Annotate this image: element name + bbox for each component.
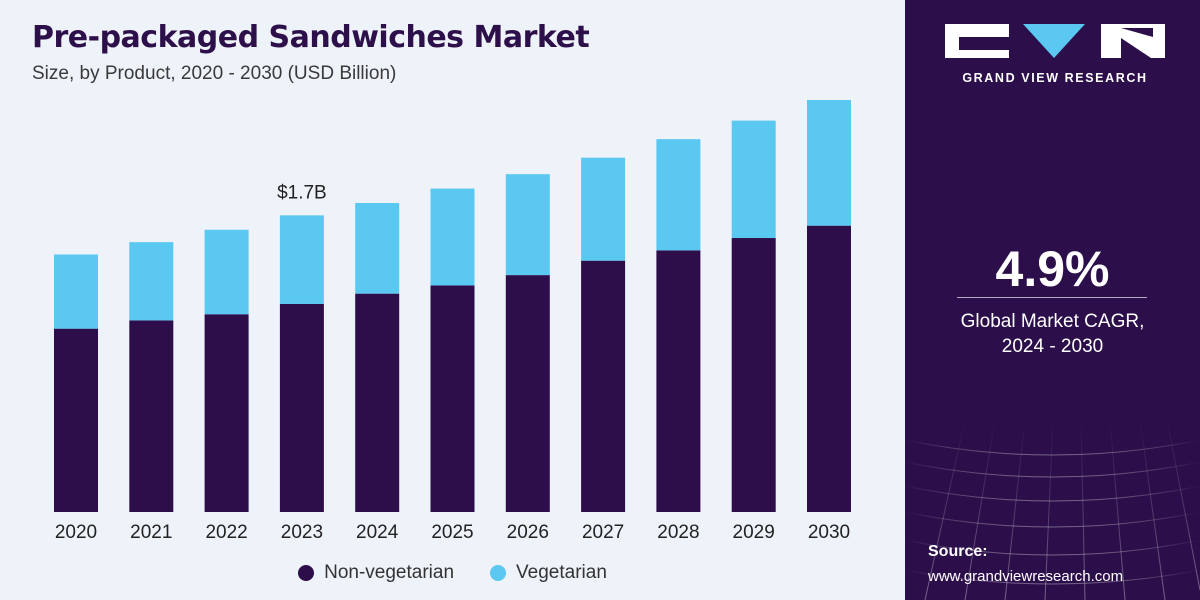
data-label-2023: $1.7B xyxy=(277,182,327,203)
x-tick-label-2024: 2024 xyxy=(356,522,399,543)
source-label: Source: xyxy=(928,543,988,560)
bar-vegetarian-2023 xyxy=(279,215,324,304)
legend-label-vegetarian: Vegetarian xyxy=(516,562,607,583)
grid-pattern-background xyxy=(905,419,1200,600)
bar-non-vegetarian-2026 xyxy=(505,275,550,512)
legend-label-non-vegetarian: Non-vegetarian xyxy=(324,562,455,583)
x-tick-label-2030: 2030 xyxy=(808,522,850,543)
bar-non-vegetarian-2021 xyxy=(129,320,174,512)
x-tick-label-2028: 2028 xyxy=(657,522,699,543)
legend-dot-icon xyxy=(298,565,315,581)
bar-non-vegetarian-2030 xyxy=(807,225,851,512)
legend-item-vegetarian: Vegetarian xyxy=(490,562,607,584)
bar-vegetarian-2024 xyxy=(355,203,400,294)
cagr-label-line-1: Global Market CAGR, xyxy=(960,311,1145,332)
bar-non-vegetarian-2029 xyxy=(731,238,776,512)
bar-chart: 2020 2021 2022 2023 $1.7B 2024 2025 2026 2027 202… xyxy=(54,100,851,543)
x-tick-label-2022: 2022 xyxy=(205,522,247,543)
legend-item-non-vegetarian: Non-vegetarian xyxy=(298,562,454,584)
bar-vegetarian-2029 xyxy=(731,120,776,239)
bar-non-vegetarian-2023 xyxy=(279,303,324,512)
cagr-label-line-2: 2024 - 2030 xyxy=(1001,336,1104,357)
bar-non-vegetarian-2020 xyxy=(54,328,98,512)
bar-vegetarian-2021 xyxy=(129,242,174,321)
chart-subtitle: Size, by Product, 2020 - 2030 (USD Billi… xyxy=(32,63,397,84)
cagr-value: 4.9% xyxy=(995,241,1110,297)
bar-non-vegetarian-2022 xyxy=(204,314,249,512)
chart-area: Pre-packaged Sandwiches Market Size, by … xyxy=(0,20,905,584)
x-tick-label-2027: 2027 xyxy=(582,522,624,543)
logo-text: GRAND VIEW RESEARCH xyxy=(962,71,1148,85)
bar-vegetarian-2020 xyxy=(54,254,98,329)
chart-title: Pre-packaged Sandwiches Market xyxy=(32,20,590,55)
x-tick-label-2029: 2029 xyxy=(733,522,775,543)
legend-dot-icon xyxy=(490,565,507,581)
bar-vegetarian-2026 xyxy=(505,174,550,276)
x-tick-label-2025: 2025 xyxy=(431,522,473,543)
bar-non-vegetarian-2028 xyxy=(656,250,701,512)
bar-non-vegetarian-2024 xyxy=(355,293,400,512)
x-tick-label-2026: 2026 xyxy=(507,522,549,543)
x-tick-label-2023: 2023 xyxy=(281,522,323,543)
x-tick-label-2020: 2020 xyxy=(55,522,97,543)
cagr-label: Global Market CAGR, 2024 - 2030 xyxy=(905,309,1200,359)
bar-vegetarian-2028 xyxy=(656,139,701,251)
bar-vegetarian-2030 xyxy=(807,100,851,226)
bar-non-vegetarian-2025 xyxy=(430,285,475,512)
cagr-divider xyxy=(957,297,1147,298)
bar-vegetarian-2027 xyxy=(581,157,626,261)
legend: Non-vegetarian Vegetarian xyxy=(0,562,905,584)
bar-vegetarian-2025 xyxy=(430,188,475,286)
x-tick-label-2021: 2021 xyxy=(130,522,172,543)
bar-non-vegetarian-2027 xyxy=(581,260,626,512)
bar-vegetarian-2022 xyxy=(204,229,249,315)
side-panel: GRAND VIEW RESEARCH 4.9% Global Market C… xyxy=(905,0,1200,600)
gvr-logo xyxy=(945,24,1165,58)
source-url-link[interactable]: www.grandviewresearch.com xyxy=(928,568,1124,585)
